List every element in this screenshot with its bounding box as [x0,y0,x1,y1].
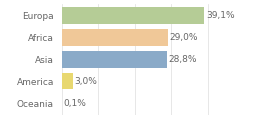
Bar [62,73,73,90]
Text: 28,8%: 28,8% [168,55,197,64]
Text: 0,1%: 0,1% [64,99,86,108]
Text: 29,0%: 29,0% [169,33,197,42]
Bar [62,51,167,68]
Bar [62,29,167,46]
Bar [62,7,204,24]
Text: 39,1%: 39,1% [206,11,234,20]
Text: 3,0%: 3,0% [74,77,97,86]
